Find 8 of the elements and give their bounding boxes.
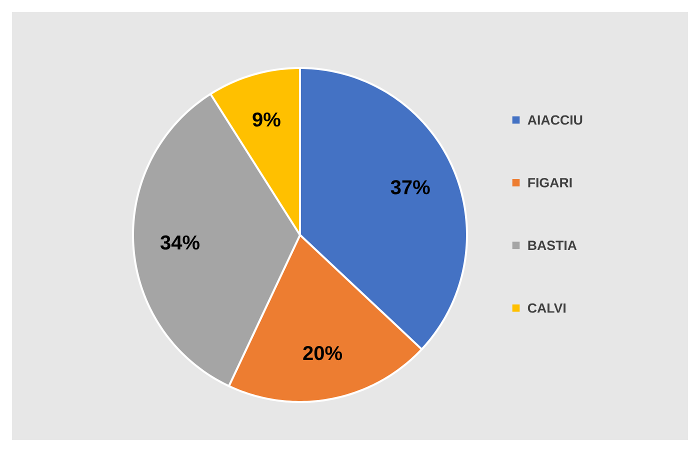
data-label: 9%	[252, 112, 280, 127]
legend-label: CALVI	[528, 303, 566, 313]
legend-label: FIGARI	[528, 178, 572, 188]
data-label: 34%	[160, 235, 200, 250]
legend-label: AIACCIU	[528, 115, 582, 125]
legend-label: BASTIA	[528, 240, 577, 250]
data-label: 20%	[303, 346, 342, 360]
data-label: 37%	[390, 180, 430, 194]
